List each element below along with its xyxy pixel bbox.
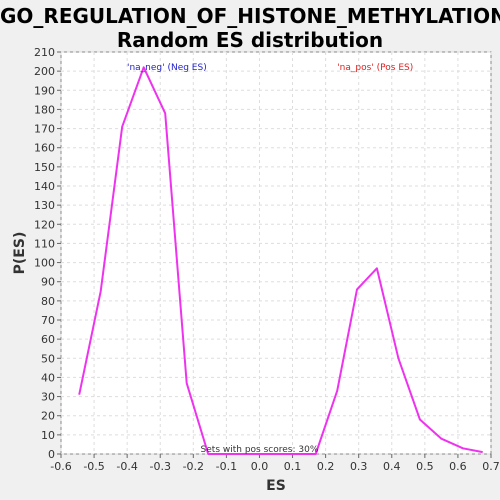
grid-layer bbox=[60, 51, 492, 455]
x-tick-label: -0.1 bbox=[216, 460, 237, 473]
series-layer bbox=[78, 66, 483, 455]
y-tick-label: 150 bbox=[34, 161, 55, 174]
chart-title-line-2: Random ES distribution bbox=[116, 28, 384, 52]
neg-es-annotation: 'na_neg' (Neg ES) bbox=[127, 63, 207, 73]
y-tick-label: 140 bbox=[34, 180, 55, 193]
x-tick-label: 0.0 bbox=[251, 460, 269, 473]
y-tick-label: 180 bbox=[34, 103, 55, 116]
y-tick-label: 80 bbox=[41, 295, 55, 308]
y-tick-label: 120 bbox=[34, 218, 55, 231]
axis-layer: 0 10 20 30 40 50 60 70 80 90 100 110 120 130 140 150 160… bbox=[34, 46, 500, 473]
plot-area bbox=[60, 51, 492, 455]
x-tick-label: -0.6 bbox=[50, 460, 71, 473]
y-tick-label: 70 bbox=[41, 314, 55, 327]
y-tick-label: 60 bbox=[41, 333, 55, 346]
pos-scores-annotation: Sets with pos scores: 30% bbox=[201, 445, 319, 455]
pos-es-annotation: 'na_pos' (Pos ES) bbox=[337, 63, 413, 73]
x-tick-label: 0.5 bbox=[416, 460, 434, 473]
x-tick-label: 0.1 bbox=[284, 460, 302, 473]
y-axis-label: P(ES) bbox=[12, 232, 28, 275]
y-tick-label: 90 bbox=[41, 276, 55, 289]
y-tick-label: 40 bbox=[41, 371, 55, 384]
y-tick-label: 200 bbox=[34, 65, 55, 78]
x-tick-label: 0.3 bbox=[350, 460, 368, 473]
y-tick-label: 20 bbox=[41, 410, 55, 423]
y-tick-label: 190 bbox=[34, 84, 55, 97]
y-tick-label: 10 bbox=[41, 429, 55, 442]
x-tick-label: -0.5 bbox=[83, 460, 104, 473]
x-tick-label: -0.3 bbox=[149, 460, 170, 473]
y-tick-label: 210 bbox=[34, 46, 55, 59]
x-axis-label: ES bbox=[266, 478, 286, 494]
chart-title-line-1: GO_REGULATION_OF_HISTONE_METHYLATION: bbox=[0, 4, 500, 28]
y-tick-label: 160 bbox=[34, 142, 55, 155]
y-tick-label: 130 bbox=[34, 199, 55, 212]
x-tick-label: 0.6 bbox=[449, 460, 467, 473]
y-tick-label: 50 bbox=[41, 352, 55, 365]
x-tick-label: -0.4 bbox=[116, 460, 137, 473]
x-tick-label: -0.2 bbox=[183, 460, 204, 473]
x-tick-label: 0.4 bbox=[383, 460, 401, 473]
y-tick-label: 0 bbox=[48, 448, 55, 461]
series-line bbox=[78, 66, 483, 455]
y-tick-label: 30 bbox=[41, 391, 55, 404]
x-tick-label: 0.2 bbox=[317, 460, 335, 473]
x-tick-label: 0.7 bbox=[482, 460, 500, 473]
y-tick-label: 110 bbox=[34, 237, 55, 250]
y-tick-label: 100 bbox=[34, 257, 55, 270]
y-tick-label: 170 bbox=[34, 123, 55, 136]
